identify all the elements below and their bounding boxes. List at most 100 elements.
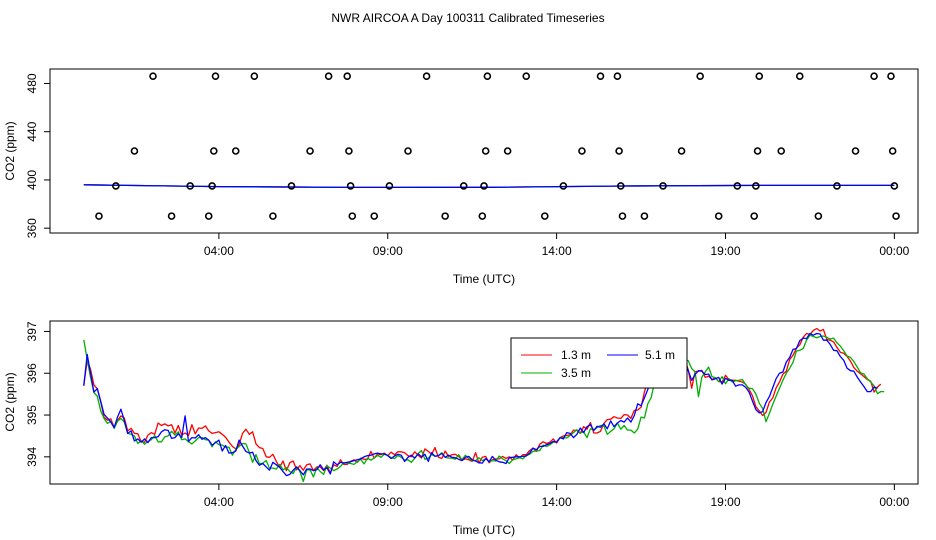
top-data-point bbox=[618, 212, 627, 220]
panel-bottom: 04:00 09:00 14:00 19:00 00:00 394 395 396 397 T… bbox=[3, 320, 919, 537]
top-data-point bbox=[422, 72, 431, 81]
bottom-series-line-0 bbox=[83, 327, 882, 474]
top-data-point bbox=[250, 72, 259, 81]
top-data-point bbox=[677, 147, 686, 155]
top-data-point bbox=[596, 72, 605, 81]
top-y-tick-label: 440 bbox=[25, 121, 39, 141]
top-data-point bbox=[640, 212, 649, 220]
top-x-tick-label: 19:00 bbox=[710, 244, 740, 258]
top-data-point bbox=[269, 212, 277, 220]
bottom-series-line-2 bbox=[83, 332, 878, 477]
top-series-line-2 bbox=[83, 184, 895, 189]
bottom-y-axis-label: CO2 (ppm) bbox=[3, 372, 17, 431]
top-data-point bbox=[346, 182, 355, 190]
plot-frame-bottom bbox=[49, 320, 919, 485]
top-plot-area bbox=[83, 72, 900, 220]
top-data-point bbox=[887, 72, 895, 81]
top-data-point bbox=[441, 212, 449, 220]
top-data-point bbox=[522, 72, 531, 81]
top-data-point bbox=[130, 147, 139, 155]
top-data-point bbox=[231, 147, 240, 155]
top-data-point bbox=[714, 212, 723, 220]
top-data-point bbox=[559, 182, 568, 190]
top-y-tick-label: 400 bbox=[25, 170, 39, 190]
bottom-x-axis: 04:00 09:00 14:00 19:00 00:00 bbox=[204, 484, 910, 509]
top-x-axis-label: Time (UTC) bbox=[453, 272, 515, 286]
bottom-plot-area bbox=[83, 327, 885, 483]
bottom-y-tick-label: 397 bbox=[25, 321, 39, 341]
top-data-point bbox=[95, 212, 103, 220]
bottom-x-tick-label: 09:00 bbox=[373, 495, 403, 509]
top-data-point bbox=[750, 212, 758, 220]
top-data-point bbox=[483, 72, 492, 81]
legend: 1.3 m 3.5 m 5.1 m bbox=[510, 337, 688, 389]
top-data-point bbox=[480, 182, 488, 190]
top-data-point bbox=[348, 212, 357, 220]
bottom-x-tick-label: 00:00 bbox=[879, 495, 909, 509]
top-data-point bbox=[890, 182, 899, 190]
top-data-point bbox=[795, 72, 804, 81]
legend-box bbox=[510, 337, 688, 389]
top-data-point bbox=[888, 147, 897, 155]
top-data-point bbox=[892, 212, 900, 220]
top-data-point bbox=[306, 147, 314, 155]
top-y-tick-label: 480 bbox=[25, 73, 39, 93]
bottom-x-tick-label: 19:00 bbox=[710, 495, 740, 509]
top-data-point bbox=[752, 182, 760, 190]
top-data-point bbox=[210, 147, 218, 155]
chart-title: NWR AIRCOA A Day 100311 Calibrated Times… bbox=[331, 11, 604, 25]
bottom-x-axis-label: Time (UTC) bbox=[453, 523, 515, 537]
top-data-point bbox=[613, 72, 622, 81]
plot-frame-top bbox=[49, 68, 919, 234]
bottom-y-tick-label: 396 bbox=[25, 363, 39, 383]
top-data-point bbox=[777, 147, 786, 155]
top-data-point bbox=[149, 72, 157, 81]
top-data-point bbox=[385, 182, 394, 190]
legend-label-1-3m: 1.3 m bbox=[561, 348, 591, 362]
top-data-point bbox=[833, 182, 841, 190]
top-data-point bbox=[870, 72, 878, 81]
bottom-x-tick-label: 04:00 bbox=[204, 495, 234, 509]
top-data-point bbox=[616, 182, 625, 190]
top-data-point bbox=[343, 72, 352, 81]
bottom-y-tick-label: 394 bbox=[25, 447, 39, 467]
top-data-point bbox=[208, 182, 216, 190]
top-x-axis: 04:00 09:00 14:00 19:00 00:00 bbox=[204, 233, 910, 258]
bottom-y-tick-label: 395 bbox=[25, 405, 39, 425]
top-data-point bbox=[112, 182, 120, 190]
top-data-point bbox=[578, 147, 586, 155]
top-data-point bbox=[324, 72, 333, 81]
top-data-point bbox=[345, 147, 353, 155]
top-x-tick-label: 14:00 bbox=[542, 244, 572, 258]
bottom-x-tick-label: 14:00 bbox=[542, 495, 572, 509]
top-y-axis: 360 400 440 480 bbox=[25, 73, 50, 238]
top-data-point bbox=[478, 212, 487, 220]
top-data-point bbox=[287, 182, 296, 190]
panel-top: 04:00 09:00 14:00 19:00 00:00 360 400 440 480 T… bbox=[3, 68, 919, 286]
legend-label-3-5m: 3.5 m bbox=[561, 366, 591, 380]
top-data-point bbox=[659, 182, 667, 190]
top-data-point bbox=[503, 147, 512, 155]
top-data-point bbox=[540, 212, 549, 220]
top-data-point bbox=[167, 212, 176, 220]
top-data-point bbox=[186, 182, 194, 190]
top-data-point bbox=[404, 147, 412, 155]
top-data-point bbox=[755, 72, 764, 81]
bottom-y-axis: 394 395 396 397 bbox=[25, 321, 50, 467]
top-data-point bbox=[814, 212, 823, 220]
top-data-point bbox=[459, 182, 468, 190]
top-data-point bbox=[851, 147, 860, 155]
top-y-axis-label: CO2 (ppm) bbox=[3, 121, 17, 180]
top-data-point bbox=[753, 147, 762, 155]
top-y-tick-label: 360 bbox=[25, 218, 39, 238]
top-x-tick-label: 04:00 bbox=[204, 244, 234, 258]
top-x-tick-label: 00:00 bbox=[879, 244, 909, 258]
top-data-point bbox=[733, 182, 742, 190]
top-data-point bbox=[370, 212, 379, 220]
top-x-tick-label: 09:00 bbox=[373, 244, 403, 258]
top-data-point bbox=[211, 72, 220, 81]
top-data-point bbox=[204, 212, 213, 220]
top-data-point bbox=[615, 147, 623, 155]
top-data-point bbox=[481, 147, 490, 155]
